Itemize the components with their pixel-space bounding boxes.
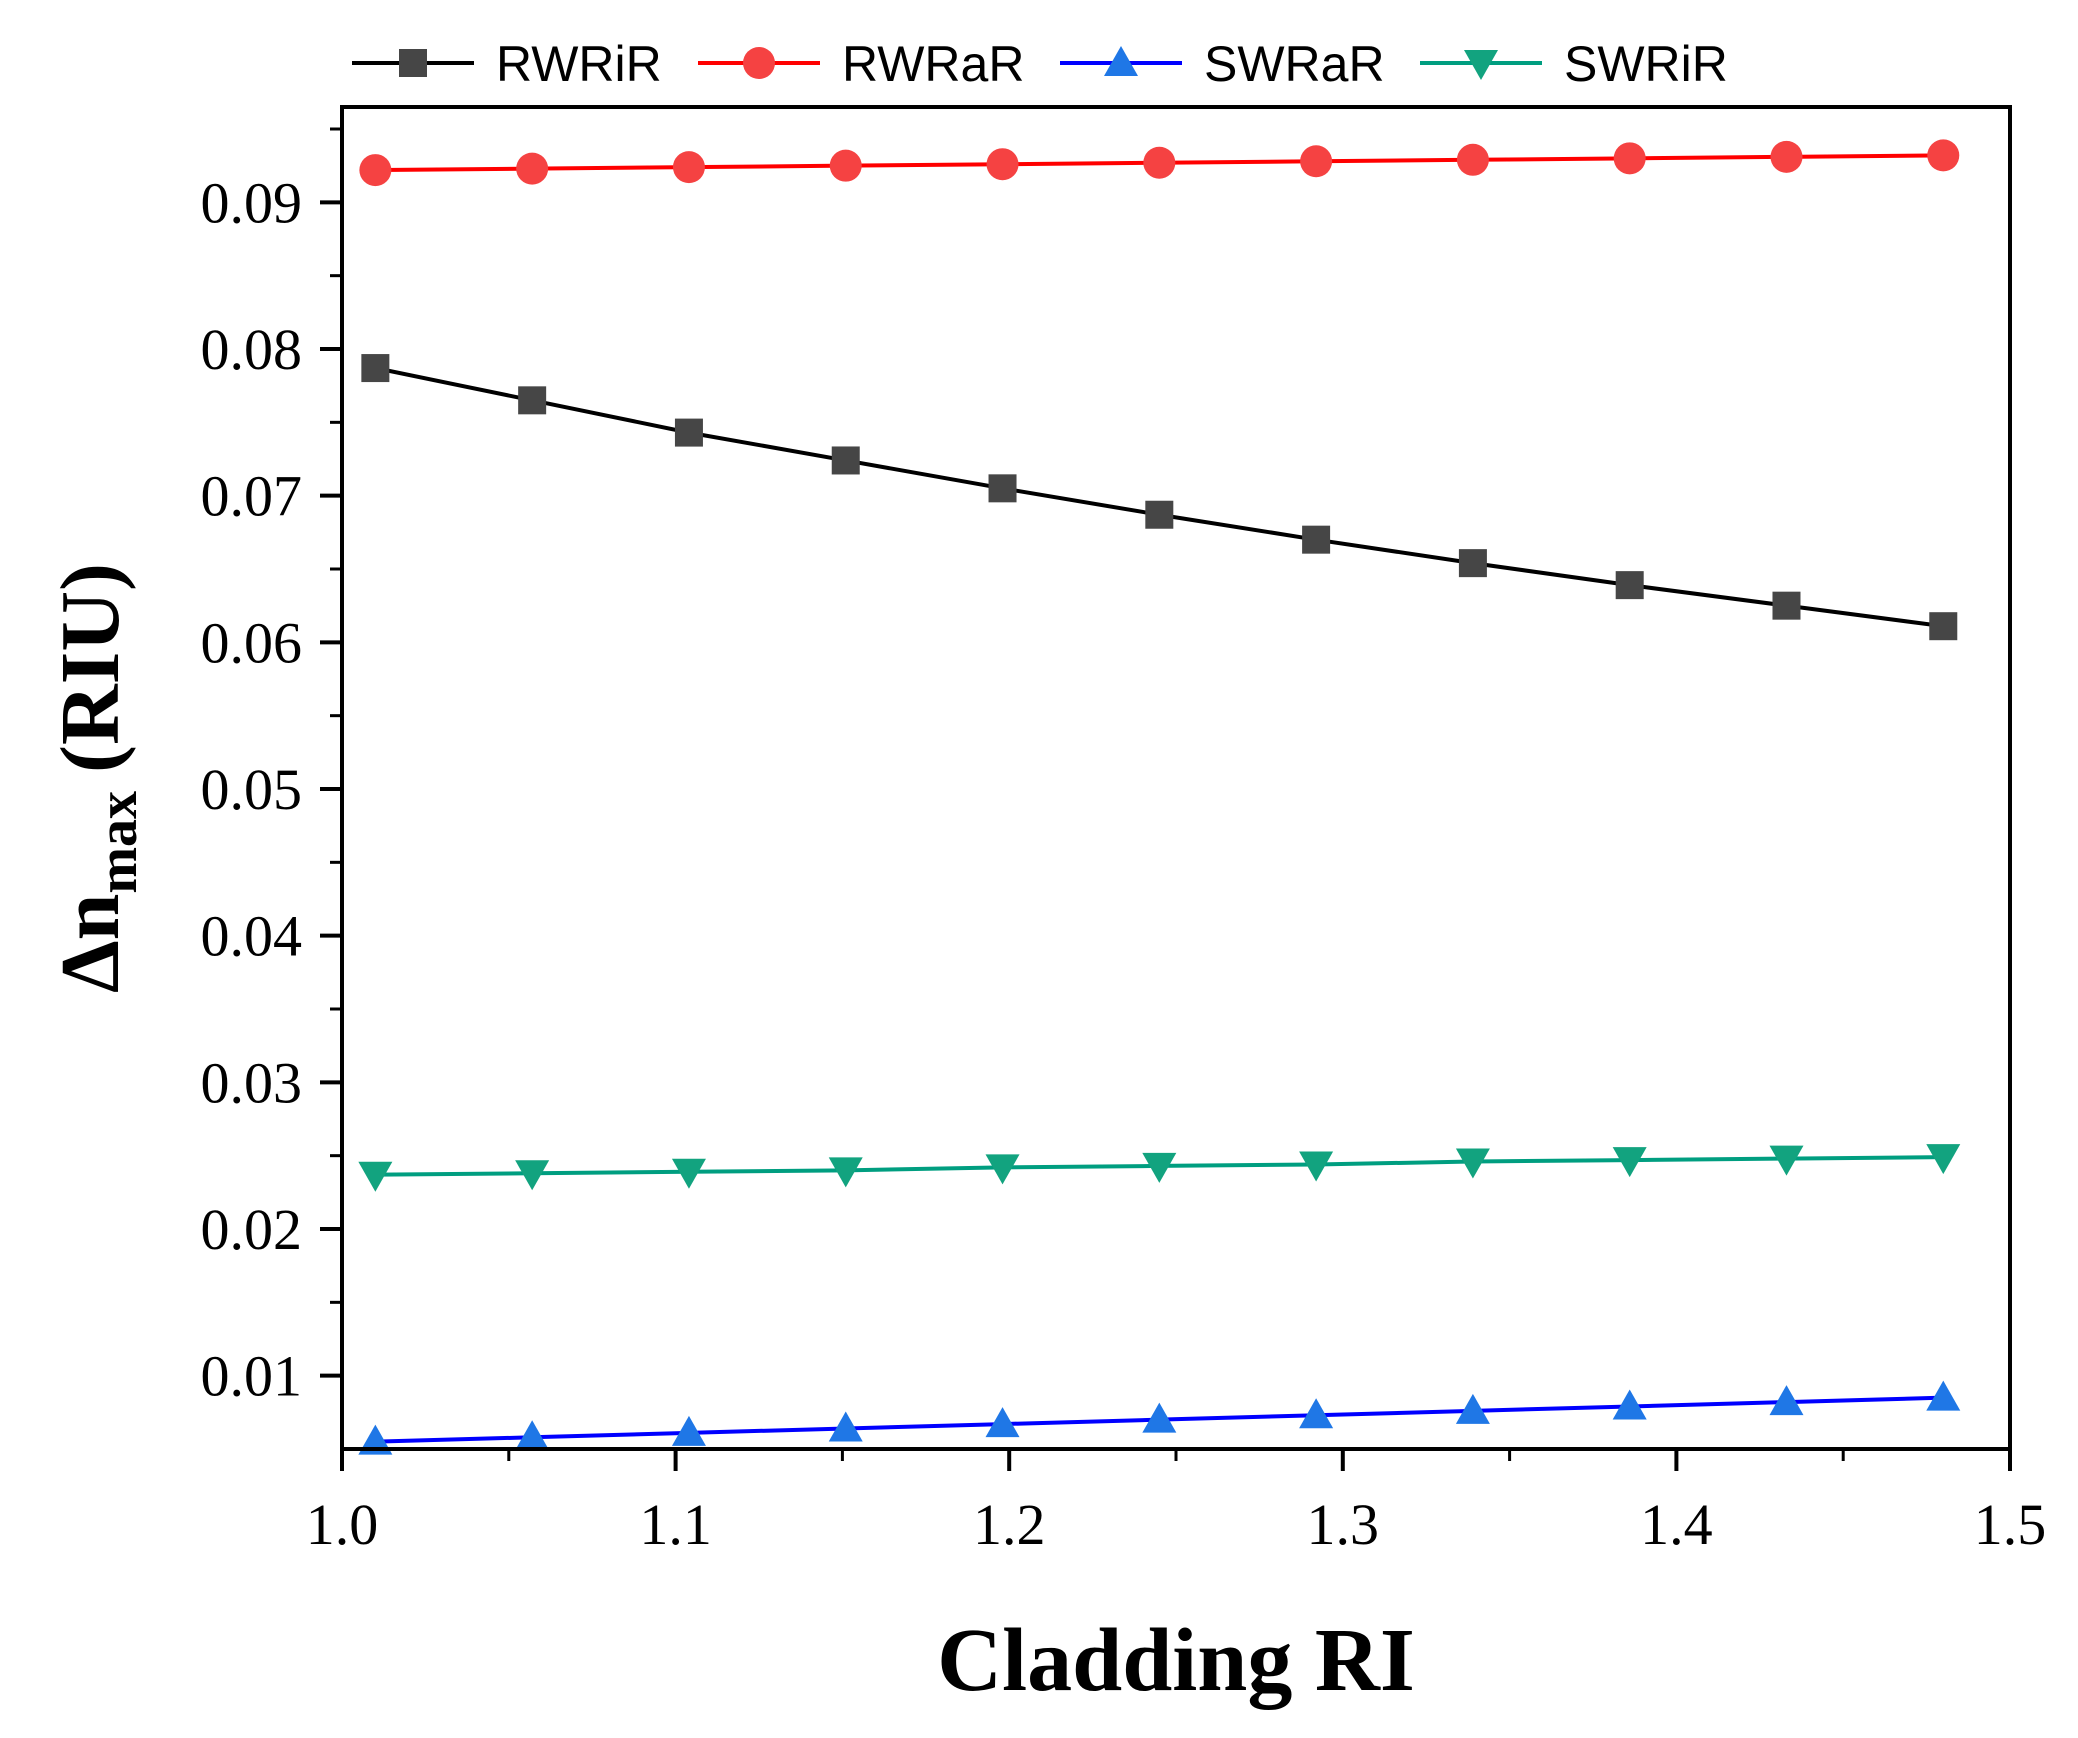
data-point <box>1615 571 1644 600</box>
data-point <box>828 1411 863 1442</box>
data-point <box>1929 612 1958 641</box>
data-point <box>671 1415 706 1446</box>
data-point <box>1455 1148 1490 1179</box>
data-point <box>829 149 862 182</box>
y-tick-label: 0.05 <box>201 757 303 822</box>
legend-item-SWRaR: SWRaR <box>1060 36 1385 92</box>
data-point <box>1769 1145 1804 1176</box>
data-point <box>1299 1151 1334 1182</box>
data-point <box>359 154 392 187</box>
y-axis-unit: (RIU) <box>44 563 137 773</box>
y-tick-label: 0.01 <box>201 1344 303 1409</box>
data-point <box>518 386 547 415</box>
data-point <box>1926 1380 1961 1411</box>
y-axis-subscript: max <box>87 791 149 894</box>
y-tick-label: 0.03 <box>201 1050 303 1115</box>
data-point <box>672 151 705 184</box>
legend-marker <box>743 47 775 79</box>
data-point <box>671 1158 706 1189</box>
legend-label: RWRaR <box>842 36 1024 92</box>
legend-marker <box>399 49 427 77</box>
data-point <box>1142 1402 1177 1433</box>
data-point <box>1458 549 1487 578</box>
data-point <box>985 1154 1020 1185</box>
legend-item-SWRiR: SWRiR <box>1420 36 1728 92</box>
legend-marker <box>1104 46 1138 76</box>
data-point <box>988 474 1017 503</box>
data-point <box>1613 142 1646 175</box>
x-tick-label: 1.5 <box>1974 1492 2047 1557</box>
legend: RWRiR RWRaR SWRaR SWRiR <box>352 36 1728 92</box>
x-tick-label: 1.3 <box>1307 1492 1380 1557</box>
data-point <box>1300 145 1333 178</box>
data-point <box>1143 146 1176 179</box>
data-point <box>1145 500 1174 529</box>
legend-item-RWRaR: RWRaR <box>698 36 1024 92</box>
legend-label: SWRiR <box>1564 36 1728 92</box>
series-layer <box>358 139 1961 1455</box>
y-tick-label: 0.02 <box>201 1197 303 1262</box>
y-tick-label: 0.04 <box>201 904 303 969</box>
x-tick-label: 1.2 <box>973 1492 1046 1557</box>
data-point <box>1612 1389 1647 1420</box>
plot-frame <box>340 105 2012 1451</box>
y-axis-symbol: Δn <box>44 894 137 993</box>
data-point <box>1302 525 1331 554</box>
y-tick-label: 0.09 <box>201 170 303 235</box>
series-SWRiR <box>358 1144 1961 1192</box>
data-point <box>674 418 703 447</box>
series-SWRaR <box>358 1380 1961 1455</box>
data-point <box>1455 1393 1490 1424</box>
data-point <box>1456 143 1489 176</box>
series-RWRaR <box>359 139 1960 187</box>
x-axis-title: Cladding RI <box>937 1611 1415 1710</box>
y-tick-label: 0.08 <box>201 317 303 382</box>
legend-item-RWRiR: RWRiR <box>352 36 662 92</box>
data-point <box>986 148 1019 181</box>
legend-label: SWRaR <box>1204 36 1385 92</box>
legend-label: RWRiR <box>496 36 662 92</box>
x-tick-label: 1.4 <box>1640 1492 1713 1557</box>
x-tick-label: 1.0 <box>306 1492 379 1557</box>
y-tick-label: 0.06 <box>201 610 303 675</box>
data-point <box>1770 140 1803 173</box>
y-tick-label: 0.07 <box>201 464 303 529</box>
y-axis-title: Δnmax (RIU) <box>44 563 149 993</box>
data-point <box>516 152 549 185</box>
legend-marker <box>1464 50 1498 80</box>
data-point <box>1142 1152 1177 1183</box>
data-point <box>358 1161 393 1192</box>
data-point <box>1769 1385 1804 1416</box>
data-point <box>985 1407 1020 1438</box>
axes: 1.0 1.1 1.2 1.3 1.4 1.5 0.01 0.02 0.03 0.04 0.05 0.… <box>201 127 2047 1557</box>
x-tick-label: 1.1 <box>639 1492 712 1557</box>
data-point <box>1926 1144 1961 1175</box>
data-point <box>361 354 390 383</box>
data-point <box>1299 1398 1334 1429</box>
data-point <box>1927 139 1960 172</box>
data-point <box>831 446 860 475</box>
data-point <box>1612 1147 1647 1178</box>
data-point <box>515 1160 550 1191</box>
data-point <box>1772 591 1801 620</box>
data-point <box>828 1157 863 1188</box>
series-line <box>374 366 1944 629</box>
data-point <box>515 1420 550 1451</box>
series-RWRiR <box>361 354 1958 641</box>
